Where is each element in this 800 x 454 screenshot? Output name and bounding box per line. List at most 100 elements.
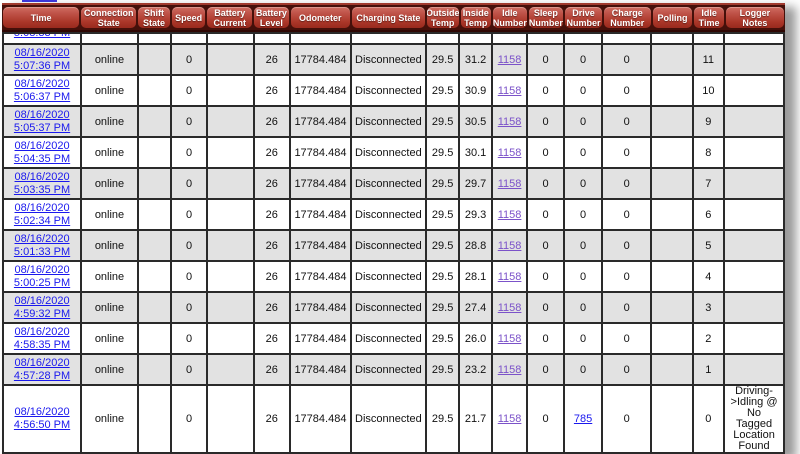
cell-speed: 0 xyxy=(170,260,208,293)
cell-charging-state: Disconnected xyxy=(349,384,427,454)
column-header-idle-time[interactable]: Idle Time xyxy=(694,7,724,28)
cell-shift-state xyxy=(136,353,173,386)
cell-shift-state xyxy=(136,43,173,76)
cell-charge-number: 0 xyxy=(601,229,653,262)
time-link[interactable]: 08/16/2020 4:59:32 PM xyxy=(13,294,71,320)
table-row: 08/16/2020 4:59:32 PM online 0 26 17784.484 Di… xyxy=(1,291,785,324)
time-link[interactable]: 08/16/2020 5:06:37 PM xyxy=(13,77,71,103)
column-header-speed[interactable]: Speed xyxy=(171,7,206,28)
cell-speed: 0 xyxy=(170,105,208,138)
cell-speed: 0 xyxy=(170,167,208,200)
time-link[interactable]: 5:08:33 PM xyxy=(5,35,79,40)
column-header-charging-state[interactable]: Charging State xyxy=(351,7,425,28)
cell-outside-temp: 29.5 xyxy=(424,229,461,262)
column-header-sleep-number[interactable]: Sleep Number xyxy=(528,7,564,28)
idle-number-link[interactable]: 1158 xyxy=(497,363,522,376)
idle-number-link[interactable]: 1158 xyxy=(497,115,522,128)
cell-connection-state: online xyxy=(80,43,139,76)
cell-drive-number: 0 xyxy=(562,198,604,231)
cell-shift-state xyxy=(136,167,173,200)
cell-speed: 0 xyxy=(170,74,208,107)
column-header-time[interactable]: Time xyxy=(3,7,80,28)
cell-outside-temp: 29.5 xyxy=(424,260,461,293)
time-link[interactable]: 08/16/2020 5:03:35 PM xyxy=(13,170,71,196)
column-header-odometer[interactable]: Odometer xyxy=(290,7,350,28)
column-header-shift-state[interactable]: Shift State xyxy=(138,7,170,28)
idle-number-link[interactable]: 1158 xyxy=(497,301,522,314)
cell-outside-temp: 29.5 xyxy=(424,353,461,386)
idle-number-link[interactable]: 1158 xyxy=(497,239,522,252)
cell-polling xyxy=(650,136,694,169)
idle-number-link[interactable]: 1158 xyxy=(497,146,522,159)
cell-idle-time: 2 xyxy=(691,322,726,355)
cell-logger-notes xyxy=(723,260,785,293)
cell-charge-number: 0 xyxy=(601,291,653,324)
cell-connection-state: online xyxy=(80,167,139,200)
column-header-logger-notes[interactable]: Logger Notes xyxy=(725,7,784,28)
cell-logger-notes xyxy=(723,167,785,200)
time-link[interactable]: 08/16/2020 4:58:35 PM xyxy=(13,325,71,351)
cell-drive-number: 0 xyxy=(562,353,604,386)
cell-idle-time: 1 xyxy=(691,353,726,386)
idle-number-link[interactable]: 1158 xyxy=(497,53,522,66)
column-header-charge-number[interactable]: Charge Number xyxy=(603,7,651,28)
table-row: 08/16/2020 5:01:33 PM online 0 26 17784.484 Di… xyxy=(1,229,785,262)
cell-connection-state xyxy=(80,32,139,45)
cell-battery-level: 26 xyxy=(252,322,292,355)
idle-number-link[interactable]: 1158 xyxy=(497,177,522,190)
column-header-outside-temp[interactable]: Outside Temp xyxy=(426,7,459,28)
cell-logger-notes: Driving- >Idling @ No Tagged Location Fo… xyxy=(723,384,785,454)
cell-sleep-number: 0 xyxy=(526,384,565,454)
time-link[interactable]: 08/16/2020 5:05:37 PM xyxy=(13,108,71,134)
drive-number-link[interactable]: 785 xyxy=(573,412,593,425)
time-link[interactable]: 08/16/2020 5:07:36 PM xyxy=(13,46,71,72)
cell-inside-temp: 26.0 xyxy=(458,322,493,355)
cell-odometer: 17784.484 xyxy=(289,105,352,138)
cell-speed: 0 xyxy=(170,229,208,262)
column-header-drive-number[interactable]: Drive Number xyxy=(565,7,602,28)
idle-number-link[interactable]: 1158 xyxy=(497,208,522,221)
cell-time: 08/16/2020 4:57:28 PM xyxy=(1,353,83,386)
time-link[interactable]: 08/16/2020 5:02:34 PM xyxy=(13,201,71,227)
cell-sleep-number: 0 xyxy=(526,136,565,169)
cell-odometer: 17784.484 xyxy=(289,229,352,262)
time-link[interactable]: 08/16/2020 4:56:50 PM xyxy=(13,406,71,431)
cell-battery-current xyxy=(205,43,255,76)
cell-idle-number: 1158 xyxy=(490,105,529,138)
cell-time: 08/16/2020 5:07:36 PM xyxy=(1,43,83,76)
idle-number-link[interactable]: 1158 xyxy=(497,332,522,345)
cell-speed: 0 xyxy=(170,353,208,386)
cell-polling xyxy=(650,105,694,138)
clipped-link-sliver xyxy=(22,0,57,2)
column-header-polling[interactable]: Polling xyxy=(652,7,693,28)
cell-battery-current xyxy=(205,198,255,231)
cell-polling xyxy=(650,322,694,355)
column-header-inside-temp[interactable]: Inside Temp xyxy=(460,7,492,28)
cell-idle-number: 1158 xyxy=(490,136,529,169)
cell-idle-time: 6 xyxy=(691,198,726,231)
time-link[interactable]: 08/16/2020 5:01:33 PM xyxy=(13,232,71,258)
cell-polling xyxy=(650,43,694,76)
cell-outside-temp xyxy=(424,32,461,45)
time-link[interactable]: 08/16/2020 5:04:35 PM xyxy=(13,139,71,165)
cell-shift-state xyxy=(136,229,173,262)
cell-charging-state: Disconnected xyxy=(349,136,427,169)
idle-number-link[interactable]: 1158 xyxy=(497,413,522,425)
idle-number-link[interactable]: 1158 xyxy=(497,84,522,97)
cell-connection-state: online xyxy=(80,291,139,324)
idle-number-link[interactable]: 1158 xyxy=(497,270,522,283)
cell-polling xyxy=(650,74,694,107)
column-header-battery-current[interactable]: Battery Current xyxy=(207,7,253,28)
cell-sleep-number: 0 xyxy=(526,198,565,231)
column-header-idle-number[interactable]: Idle Number xyxy=(493,7,527,28)
cell-charge-number: 0 xyxy=(601,136,653,169)
cell-logger-notes xyxy=(723,43,785,76)
cell-logger-notes xyxy=(723,322,785,355)
cell-battery-current xyxy=(205,353,255,386)
cell-sleep-number: 0 xyxy=(526,353,565,386)
cell-connection-state: online xyxy=(80,260,139,293)
time-link[interactable]: 08/16/2020 4:57:28 PM xyxy=(13,356,71,382)
column-header-battery-level[interactable]: Battery Level xyxy=(254,7,289,28)
column-header-connection-state[interactable]: Connection State xyxy=(81,7,137,28)
time-link[interactable]: 08/16/2020 5:00:25 PM xyxy=(13,263,71,289)
